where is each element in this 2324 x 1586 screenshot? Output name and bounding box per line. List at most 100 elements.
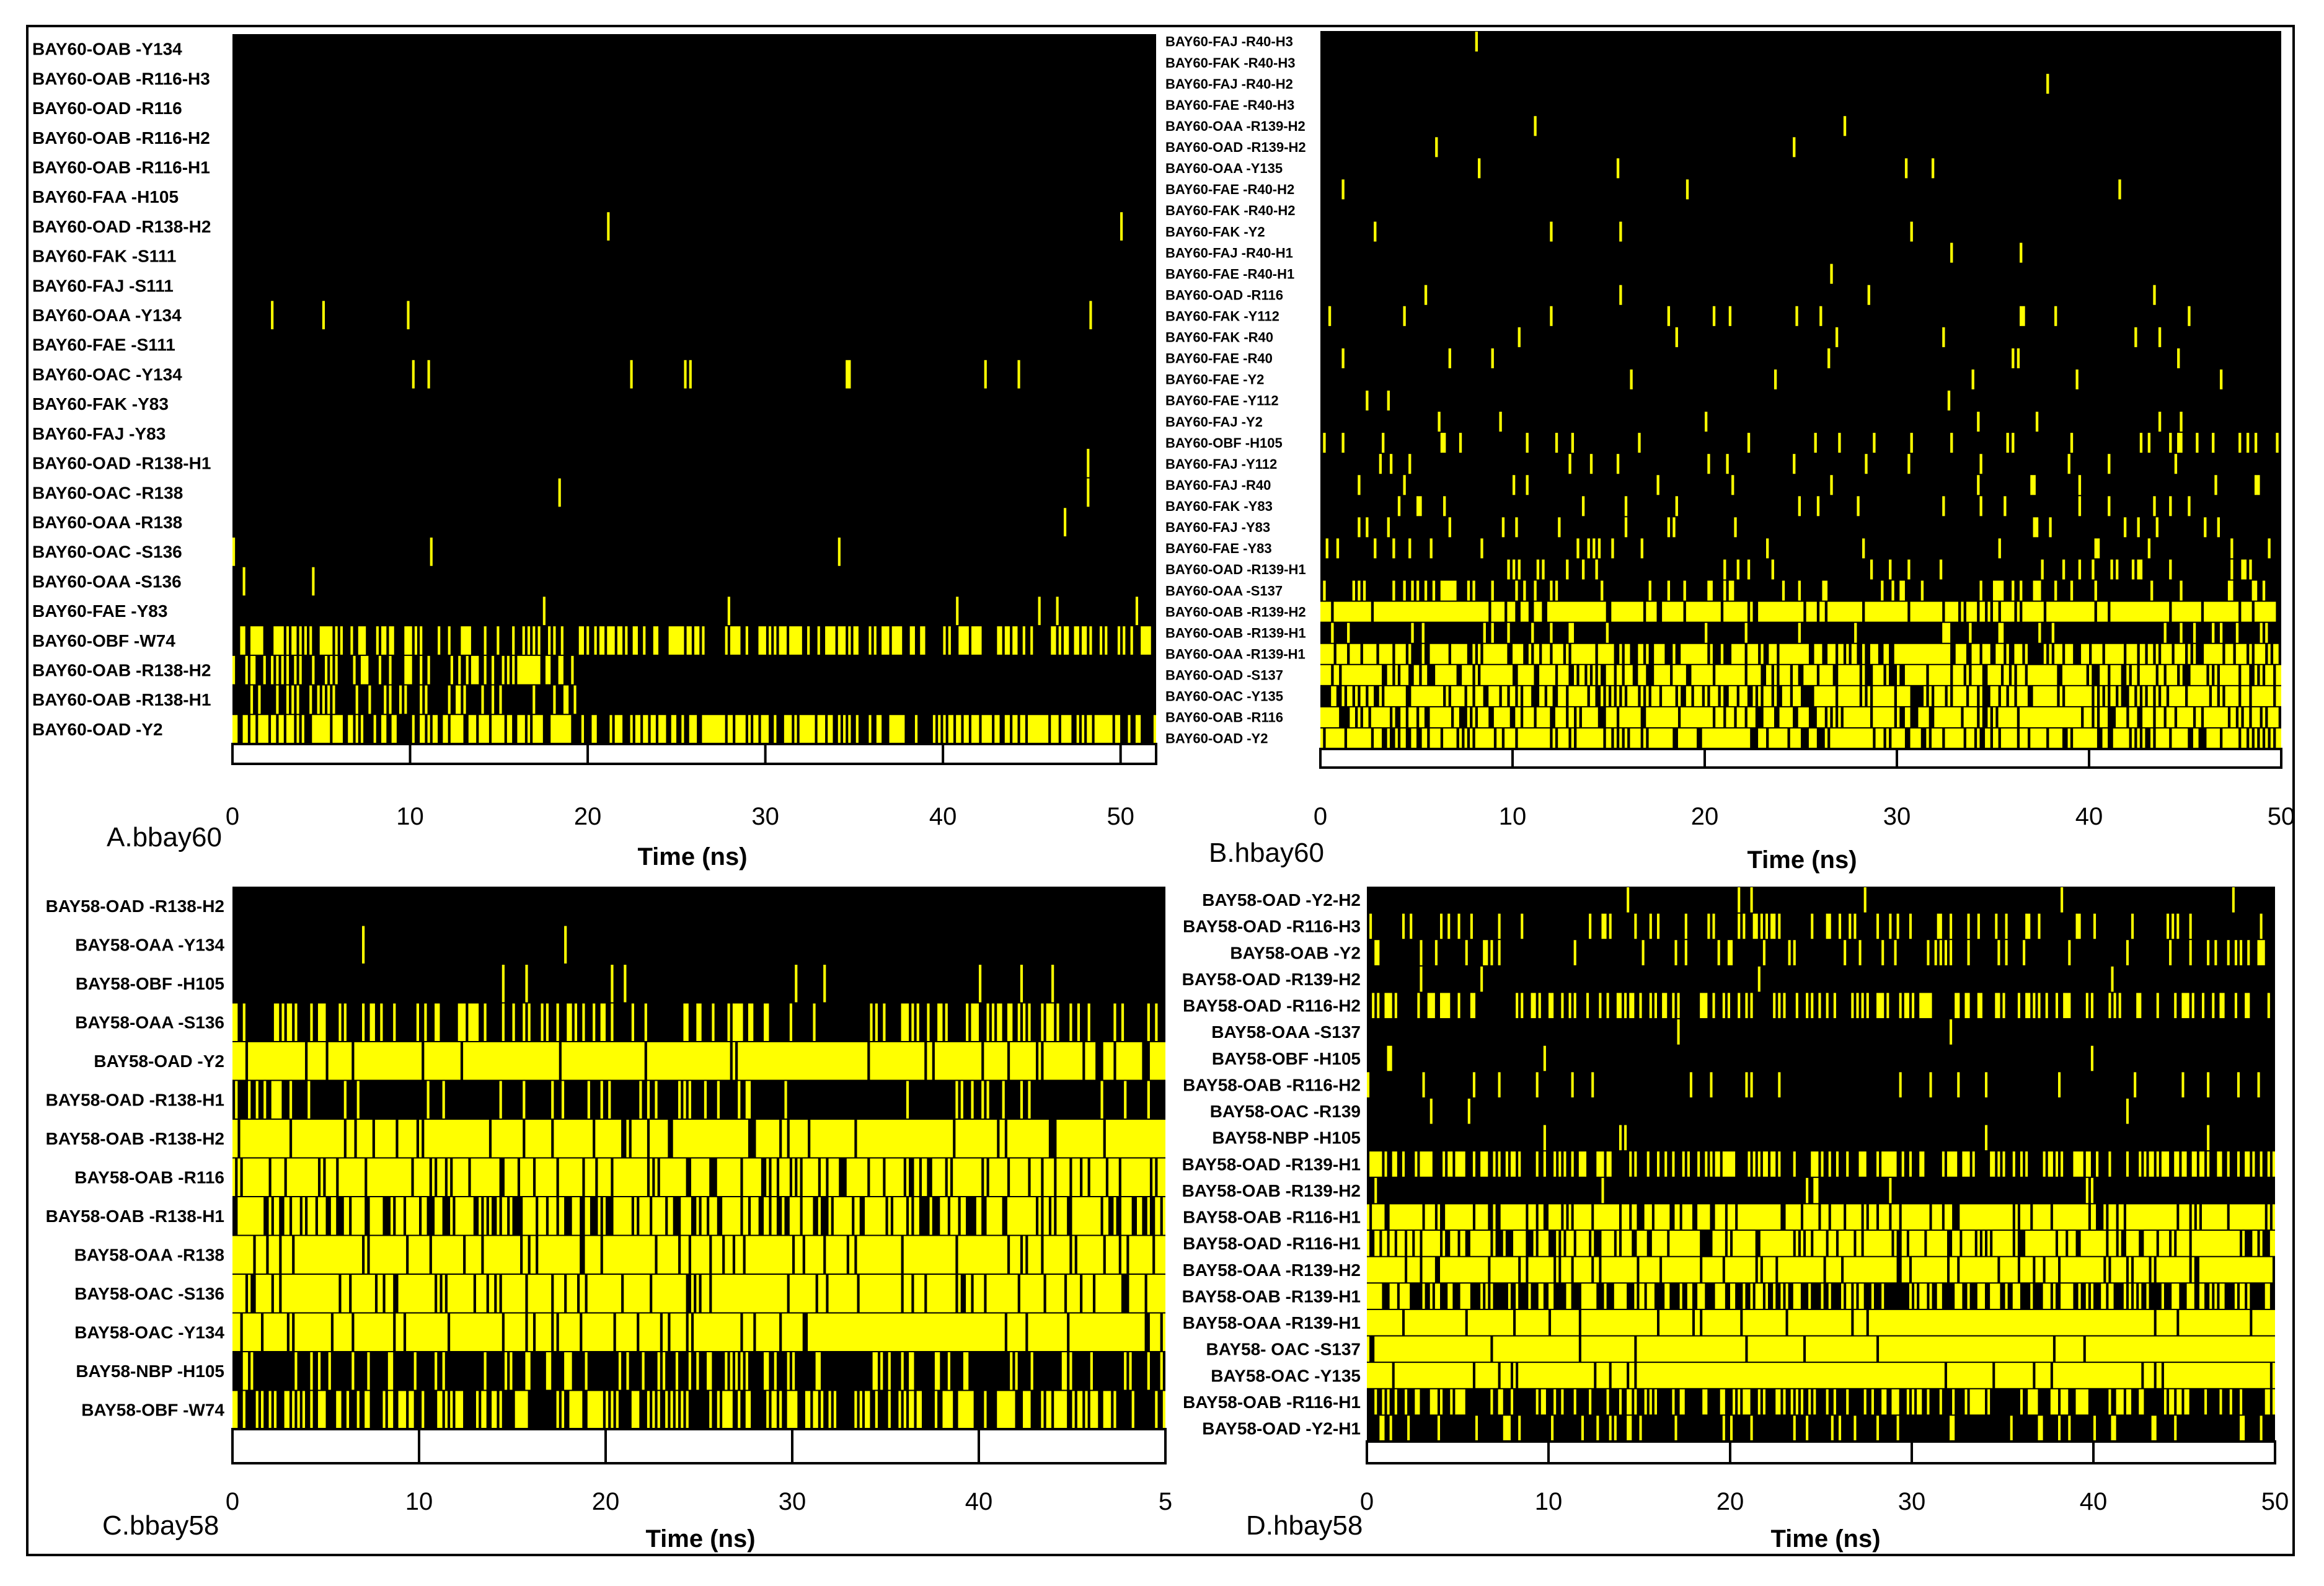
occupancy-segment <box>1846 1283 1852 1309</box>
occupancy-segment <box>732 1003 743 1041</box>
occupancy-segment <box>1715 1204 1725 1230</box>
occupancy-segment <box>1157 1158 1165 1196</box>
occupancy-segment <box>1779 665 1790 685</box>
occupancy-segment <box>1421 665 1428 685</box>
occupancy-segment <box>1998 622 2004 643</box>
occupancy-segment <box>242 715 248 743</box>
occupancy-segment <box>2214 665 2217 685</box>
occupancy-segment <box>1087 715 1092 743</box>
occupancy-segment <box>795 965 798 1003</box>
heatmap-row <box>1358 517 2220 538</box>
occupancy-segment <box>466 655 469 684</box>
occupancy-segment <box>1587 538 1590 559</box>
occupancy-segment <box>1331 686 1337 706</box>
occupancy-segment <box>1821 1204 1829 1230</box>
occupancy-segment <box>683 1003 689 1041</box>
occupancy-segment <box>1387 665 1393 685</box>
occupancy-segment <box>1384 1151 1387 1177</box>
heatmap-row <box>1367 1231 2275 1256</box>
occupancy-segment <box>1534 644 1540 664</box>
occupancy-segment <box>1689 1072 1692 1097</box>
occupancy-segment <box>367 1352 370 1390</box>
occupancy-segment <box>1814 686 1836 706</box>
heatmap-row <box>1320 707 2279 727</box>
occupancy-segment <box>1763 707 1774 727</box>
occupancy-segment <box>1790 1389 1793 1415</box>
occupancy-segment <box>2142 707 2154 727</box>
row-label: BAY60-OAA -R139-H1 <box>1165 646 1306 662</box>
heatmap-background <box>232 34 1156 744</box>
occupancy-segment <box>932 715 936 743</box>
occupancy-segment <box>1515 580 1518 601</box>
occupancy-segment <box>1734 517 1737 538</box>
occupancy-segment <box>1571 433 1575 453</box>
occupancy-segment <box>1483 940 1488 965</box>
occupancy-segment <box>624 1275 650 1313</box>
occupancy-segment <box>2147 686 2154 706</box>
occupancy-segment <box>558 655 563 684</box>
row-label: BAY60-OAB -R116-H1 <box>32 157 210 177</box>
occupancy-segment <box>2163 1363 2270 1388</box>
occupancy-segment <box>607 626 615 655</box>
occupancy-segment <box>1889 559 1892 580</box>
occupancy-segment <box>769 626 772 655</box>
occupancy-segment <box>1374 1177 1377 1203</box>
occupancy-segment <box>1881 580 1884 601</box>
occupancy-segment <box>2180 412 2183 432</box>
occupancy-segment <box>1411 580 1414 601</box>
occupancy-segment <box>1341 348 1345 368</box>
occupancy-segment <box>2108 1283 2114 1309</box>
occupancy-segment <box>2103 1204 2106 1230</box>
occupancy-segment <box>2166 665 2178 685</box>
occupancy-segment <box>1858 940 1862 965</box>
occupancy-segment <box>1493 1231 1496 1256</box>
occupancy-segment <box>1766 665 1772 685</box>
occupancy-segment <box>1793 686 1801 706</box>
occupancy-segment <box>1017 1003 1020 1041</box>
occupancy-segment <box>1038 1197 1041 1235</box>
occupancy-segment <box>981 1081 984 1119</box>
occupancy-segment <box>1762 1389 1765 1415</box>
occupancy-segment <box>2126 644 2137 664</box>
row-label: BAY60-FAK -Y112 <box>1165 308 1279 324</box>
occupancy-segment <box>2025 993 2031 1019</box>
occupancy-segment <box>1942 1151 1945 1177</box>
occupancy-segment <box>2055 1151 2059 1177</box>
occupancy-segment <box>1394 993 1397 1019</box>
row-label: BAY60-OAA -R139-H2 <box>1165 118 1306 134</box>
occupancy-segment <box>546 1352 552 1390</box>
occupancy-segment <box>881 626 890 655</box>
occupancy-segment <box>943 626 946 655</box>
occupancy-segment <box>1743 1309 1786 1336</box>
occupancy-segment <box>512 626 515 655</box>
occupancy-segment <box>920 626 926 655</box>
occupancy-segment <box>291 685 294 714</box>
occupancy-segment <box>1901 1151 1904 1177</box>
occupancy-segment <box>650 1158 653 1196</box>
occupancy-segment <box>2254 728 2258 748</box>
occupancy-segment <box>870 1042 925 1080</box>
row-label: BAY60-OAD -R138-H1 <box>32 454 211 473</box>
occupancy-segment <box>585 1197 590 1235</box>
heatmap-row <box>2046 74 2049 94</box>
occupancy-segment <box>1998 538 2001 559</box>
occupancy-segment <box>1816 496 1820 516</box>
occupancy-segment <box>2078 496 2082 516</box>
occupancy-segment <box>626 1352 629 1390</box>
occupancy-segment <box>2155 728 2170 748</box>
occupancy-segment <box>1341 665 1382 685</box>
occupancy-segment <box>1950 913 1953 939</box>
occupancy-segment <box>1347 728 1371 748</box>
occupancy-segment <box>1998 707 2017 727</box>
occupancy-segment <box>1542 559 1545 580</box>
occupancy-segment <box>1333 601 1371 622</box>
occupancy-segment <box>1654 1204 1670 1230</box>
heatmap-row <box>232 538 841 566</box>
occupancy-segment <box>927 1275 956 1313</box>
occupancy-segment <box>1763 686 1772 706</box>
occupancy-segment <box>1012 715 1018 743</box>
occupancy-segment <box>1622 1231 1632 1256</box>
occupancy-segment <box>528 1003 531 1041</box>
occupancy-segment <box>1875 728 1884 748</box>
occupancy-segment <box>564 926 567 964</box>
